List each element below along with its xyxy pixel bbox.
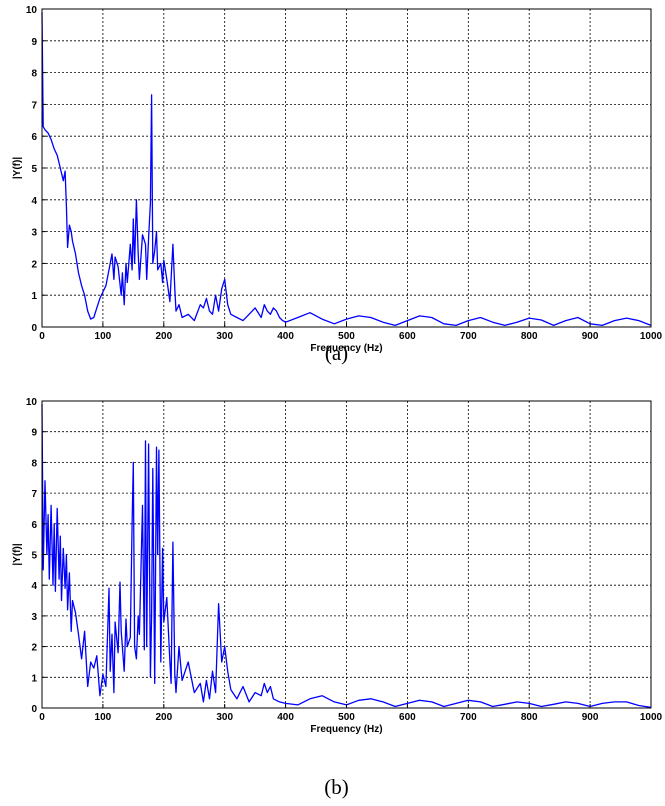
x-tick-label: 500 (338, 712, 355, 723)
y-tick-label: 7 (31, 489, 37, 500)
x-tick-label: 400 (277, 712, 294, 723)
x-tick-label: 1000 (640, 712, 663, 723)
y-tick-label: 5 (31, 551, 37, 562)
x-tick-label: 700 (460, 712, 477, 723)
y-tick-label: 10 (26, 5, 38, 16)
x-tick-label: 200 (155, 331, 172, 342)
y-tick-label: 5 (31, 164, 37, 175)
y-tick-label: 4 (31, 196, 37, 207)
x-tick-label: 0 (39, 331, 45, 342)
y-tick-label: 6 (31, 132, 37, 143)
x-tick-label: 900 (582, 331, 599, 342)
x-axis-label: Frequency (Hz) (310, 343, 382, 354)
y-tick-label: 2 (31, 259, 37, 270)
y-tick-label: 4 (31, 581, 37, 592)
x-tick-label: 400 (277, 331, 294, 342)
x-tick-label: 600 (399, 712, 416, 723)
y-tick-label: 9 (31, 428, 37, 439)
y-tick-label: 0 (31, 323, 37, 334)
x-tick-label: 500 (338, 331, 355, 342)
x-tick-label: 800 (521, 712, 538, 723)
x-axis-label: Frequency (Hz) (310, 724, 382, 735)
x-tick-label: 700 (460, 331, 477, 342)
series-line (41, 404, 652, 709)
y-tick-label: 8 (31, 69, 37, 80)
y-axis-label: |Y(f)| (12, 157, 23, 179)
x-tick-label: 100 (95, 712, 112, 723)
x-tick-label: 1000 (640, 331, 663, 342)
y-tick-label: 1 (31, 291, 37, 302)
x-tick-label: 200 (155, 712, 172, 723)
x-tick-label: 300 (216, 712, 233, 723)
x-tick-label: 800 (521, 331, 538, 342)
x-tick-label: 100 (95, 331, 112, 342)
y-tick-label: 2 (31, 643, 37, 654)
x-tick-label: 900 (582, 712, 599, 723)
chart-caption: (b) (324, 775, 349, 799)
y-tick-label: 3 (31, 612, 37, 623)
x-tick-label: 600 (399, 331, 416, 342)
x-tick-label: 0 (39, 712, 45, 723)
chart-caption: (a) (325, 341, 348, 365)
chart-a: 0 100 200 300 400 500 600 700 800 900 1000 0 1 2 3 4 5 6 7… (12, 5, 663, 365)
y-tick-label: 7 (31, 100, 37, 111)
y-tick-label: 3 (31, 228, 37, 239)
y-tick-label: 9 (31, 37, 37, 48)
y-tick-label: 10 (26, 397, 38, 408)
y-tick-label: 8 (31, 458, 37, 469)
y-tick-label: 1 (31, 673, 37, 684)
y-axis-label: |Y(f)| (12, 543, 23, 565)
x-tick-label: 300 (216, 331, 233, 342)
series-line (41, 12, 652, 327)
y-tick-label: 0 (31, 704, 37, 715)
chart-b: 0 100 200 300 400 500 600 700 800 900 1000 0 1 2 3 4 5 6 7… (12, 397, 663, 799)
y-tick-label: 6 (31, 520, 37, 531)
